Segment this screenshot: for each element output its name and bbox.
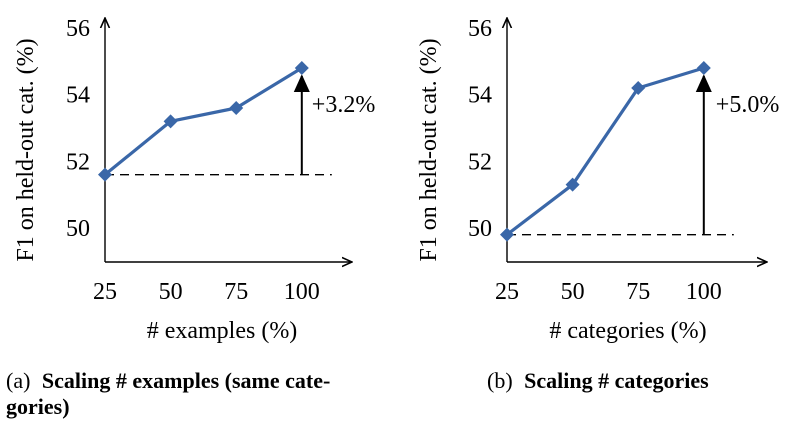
x-tick-labels: 25 50 75 100: [93, 279, 320, 305]
caption-a: (a) Scaling # examples (same cate- gorie…: [6, 368, 411, 420]
caption-b: (b) Scaling # categories: [487, 368, 787, 394]
x-tick-label: 25: [93, 279, 117, 305]
data-point-marker: [229, 101, 244, 115]
y-axis-label: F1 on held-out cat. (%): [13, 38, 39, 261]
series-line: [506, 66, 705, 236]
y-tick-labels: 50 52 54 56: [66, 16, 90, 242]
y-tick-label: 50: [66, 216, 90, 242]
caption-a-title-cont: gories): [6, 394, 70, 419]
y-tick-label: 54: [66, 83, 90, 109]
caption-a-title: Scaling # examples (same cate-: [41, 368, 331, 393]
y-tick-label: 56: [468, 16, 492, 42]
caption-b-title: Scaling # categories: [524, 368, 709, 393]
data-point-marker: [565, 177, 580, 192]
series-line: [103, 66, 303, 176]
x-tick-label: 50: [561, 279, 585, 305]
series-markers: [98, 61, 309, 182]
series-markers: [500, 61, 711, 242]
data-point-marker: [98, 167, 112, 182]
y-tick-label: 52: [468, 149, 492, 175]
x-tick-label: 25: [495, 279, 519, 305]
y-tick-label: 54: [468, 83, 492, 109]
x-tick-label: 100: [686, 279, 722, 305]
data-point-marker: [631, 81, 646, 95]
y-tick-label: 52: [66, 149, 90, 175]
x-tick-label: 75: [224, 279, 248, 305]
y-tick-label: 50: [468, 216, 492, 242]
x-tick-label: 50: [159, 279, 183, 305]
data-point-marker: [163, 114, 178, 129]
data-point-marker: [500, 227, 514, 242]
caption-a-label: (a): [6, 368, 31, 393]
x-axis-label: # categories (%): [549, 318, 706, 344]
data-point-marker: [294, 61, 309, 75]
gain-annotation: +5.0%: [716, 92, 780, 118]
y-tick-label: 56: [66, 16, 90, 42]
x-axis-label: # examples (%): [147, 318, 298, 344]
y-tick-labels: 50 52 54 56: [468, 16, 492, 242]
data-point-marker: [696, 61, 711, 75]
x-tick-label: 100: [284, 279, 320, 305]
chart-b: 50 52 54 56 25 50 75 100 +5.0% # categories (%…: [416, 16, 779, 344]
y-axis-label: F1 on held-out cat. (%): [416, 38, 442, 261]
x-tick-labels: 25 50 75 100: [495, 279, 722, 305]
x-tick-label: 75: [626, 279, 650, 305]
gain-annotation: +3.2%: [312, 92, 376, 118]
caption-b-label: (b): [487, 368, 513, 393]
